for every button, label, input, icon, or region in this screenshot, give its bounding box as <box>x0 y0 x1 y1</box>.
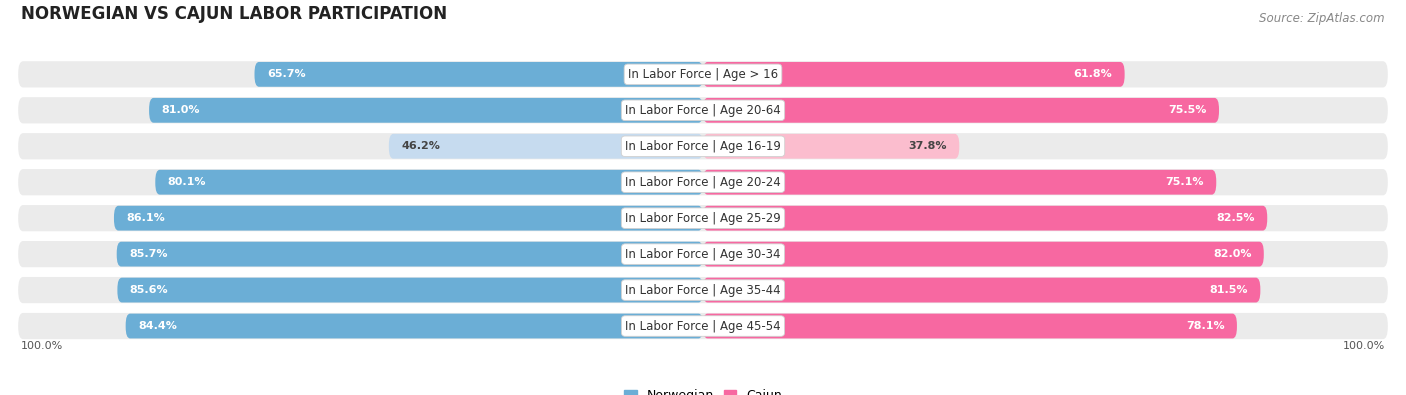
FancyBboxPatch shape <box>18 133 1388 160</box>
FancyBboxPatch shape <box>254 62 703 87</box>
Text: 75.5%: 75.5% <box>1168 105 1206 115</box>
Text: 82.5%: 82.5% <box>1216 213 1254 223</box>
FancyBboxPatch shape <box>18 61 1388 87</box>
Text: 100.0%: 100.0% <box>1343 341 1385 351</box>
FancyBboxPatch shape <box>703 134 959 159</box>
FancyBboxPatch shape <box>389 134 703 159</box>
FancyBboxPatch shape <box>703 98 1219 123</box>
Legend: Norwegian, Cajun: Norwegian, Cajun <box>619 384 787 395</box>
FancyBboxPatch shape <box>18 169 1388 196</box>
FancyBboxPatch shape <box>703 170 1216 195</box>
FancyBboxPatch shape <box>703 62 1125 87</box>
Text: 46.2%: 46.2% <box>401 141 440 151</box>
Text: In Labor Force | Age 45-54: In Labor Force | Age 45-54 <box>626 320 780 333</box>
Text: In Labor Force | Age > 16: In Labor Force | Age > 16 <box>628 68 778 81</box>
Text: 84.4%: 84.4% <box>138 321 177 331</box>
Text: In Labor Force | Age 35-44: In Labor Force | Age 35-44 <box>626 284 780 297</box>
Text: In Labor Force | Age 30-34: In Labor Force | Age 30-34 <box>626 248 780 261</box>
Text: 75.1%: 75.1% <box>1166 177 1204 187</box>
FancyBboxPatch shape <box>18 313 1388 339</box>
FancyBboxPatch shape <box>18 97 1388 124</box>
Text: In Labor Force | Age 20-24: In Labor Force | Age 20-24 <box>626 176 780 189</box>
FancyBboxPatch shape <box>703 206 1267 231</box>
Text: 81.5%: 81.5% <box>1209 285 1249 295</box>
Text: 65.7%: 65.7% <box>267 70 305 79</box>
Text: 86.1%: 86.1% <box>127 213 165 223</box>
FancyBboxPatch shape <box>703 278 1260 303</box>
Text: 61.8%: 61.8% <box>1073 70 1112 79</box>
Text: 78.1%: 78.1% <box>1185 321 1225 331</box>
FancyBboxPatch shape <box>114 206 703 231</box>
Text: In Labor Force | Age 20-64: In Labor Force | Age 20-64 <box>626 104 780 117</box>
Text: Source: ZipAtlas.com: Source: ZipAtlas.com <box>1260 12 1385 25</box>
Text: In Labor Force | Age 16-19: In Labor Force | Age 16-19 <box>626 140 780 153</box>
Text: 81.0%: 81.0% <box>162 105 200 115</box>
Text: 100.0%: 100.0% <box>21 341 63 351</box>
FancyBboxPatch shape <box>149 98 703 123</box>
Text: 85.7%: 85.7% <box>129 249 167 259</box>
FancyBboxPatch shape <box>18 241 1388 267</box>
FancyBboxPatch shape <box>118 278 703 303</box>
FancyBboxPatch shape <box>703 314 1237 339</box>
Text: 80.1%: 80.1% <box>167 177 207 187</box>
FancyBboxPatch shape <box>703 242 1264 267</box>
Text: 37.8%: 37.8% <box>908 141 946 151</box>
FancyBboxPatch shape <box>125 314 703 339</box>
FancyBboxPatch shape <box>117 242 703 267</box>
Text: NORWEGIAN VS CAJUN LABOR PARTICIPATION: NORWEGIAN VS CAJUN LABOR PARTICIPATION <box>21 6 447 23</box>
Text: 82.0%: 82.0% <box>1213 249 1251 259</box>
Text: 85.6%: 85.6% <box>129 285 169 295</box>
FancyBboxPatch shape <box>18 277 1388 303</box>
FancyBboxPatch shape <box>155 170 703 195</box>
Text: In Labor Force | Age 25-29: In Labor Force | Age 25-29 <box>626 212 780 225</box>
FancyBboxPatch shape <box>18 205 1388 231</box>
